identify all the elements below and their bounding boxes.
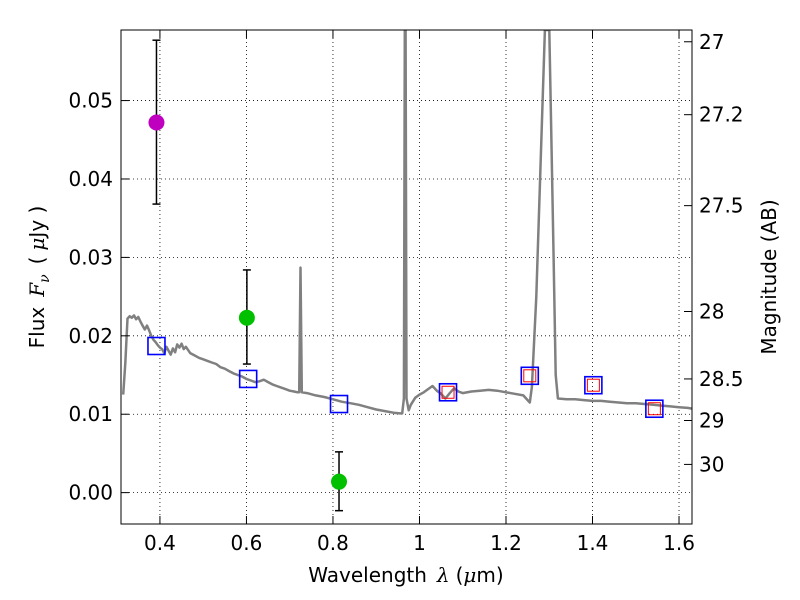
- x-tick-label: 1.6: [663, 531, 695, 555]
- observed-point: [148, 114, 165, 131]
- y-tick-label: 0.03: [68, 245, 113, 269]
- magnitude-tick-label: 28: [699, 300, 724, 324]
- y-tick-label: 0.05: [68, 89, 113, 113]
- magnitude-tick-label: 28.5: [699, 367, 744, 391]
- ticks-layer: 0.4 0.6 0.8 1 1.2 1.4 1.6 0.00 0.01 0.02 0.03 0.04 0…: [68, 30, 743, 555]
- model-flux-square-red: [441, 385, 455, 399]
- model-flux-square-red: [647, 402, 661, 416]
- y-tick-label: 0.01: [68, 402, 113, 426]
- magnitude-tick-label: 27.5: [699, 194, 744, 218]
- markers-layer: [147, 39, 664, 512]
- model-flux-square: [238, 369, 258, 389]
- y-tick-label: 0.02: [68, 324, 113, 348]
- model-flux-square: [645, 399, 664, 419]
- y-tick-label: 0.04: [68, 167, 113, 191]
- magnitude-axis-label: Magnitude (AB): [757, 199, 781, 354]
- magnitude-tick-label: 27.2: [699, 103, 744, 127]
- plot-frame: [120, 29, 693, 525]
- observed-point: [238, 309, 255, 326]
- observed-point: [331, 473, 348, 490]
- data-layer: [121, 30, 692, 415]
- magnitude-tick-label: 29: [699, 408, 724, 432]
- y-tick-label: 0.00: [68, 481, 113, 505]
- magnitude-tick-label: 30: [699, 452, 724, 476]
- magnitude-tick-label: 27: [699, 30, 724, 54]
- y-axis-label: FluxFν(μJy ): [25, 206, 53, 349]
- model-spectrum-line: [121, 30, 692, 415]
- model-flux-square: [329, 394, 349, 414]
- model-flux-square: [147, 336, 166, 356]
- model-flux-square: [584, 375, 603, 395]
- model-flux-square-red: [586, 378, 600, 392]
- model-flux-square: [438, 382, 458, 402]
- x-tick-label: 0.4: [144, 531, 176, 555]
- model-flux-square-red: [523, 369, 537, 383]
- x-tick-label: 1.2: [490, 531, 522, 555]
- x-tick-label: 0.6: [231, 531, 263, 555]
- model-flux-square: [520, 366, 540, 386]
- x-tick-label: 1.4: [577, 531, 609, 555]
- x-tick-label: 1: [413, 531, 426, 555]
- x-tick-label: 0.8: [317, 531, 349, 555]
- x-axis-label: Wavelength λ (μm): [308, 563, 503, 587]
